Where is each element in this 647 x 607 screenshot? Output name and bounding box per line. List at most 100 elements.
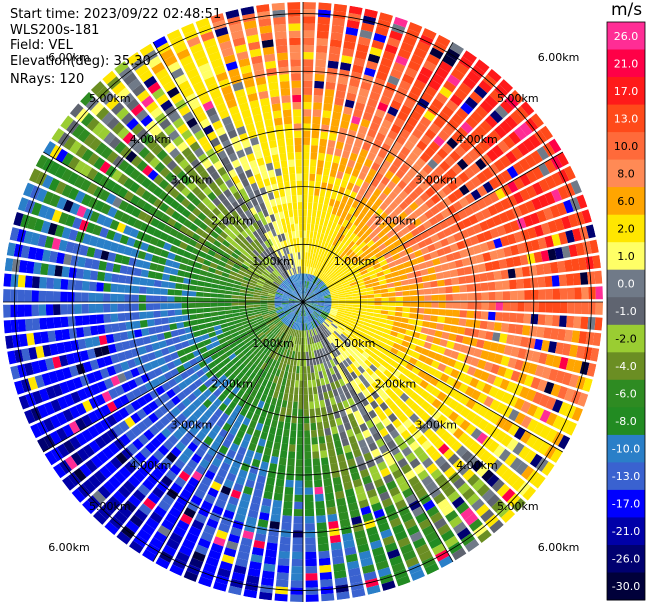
- range-gate: [416, 72, 430, 85]
- range-gate: [343, 143, 353, 153]
- range-gate: [146, 287, 154, 295]
- range-gate: [133, 219, 144, 230]
- range-gate: [355, 178, 364, 187]
- range-gate: [156, 239, 166, 249]
- range-gate: [373, 188, 382, 198]
- range-gate: [445, 253, 455, 262]
- range-gate: [258, 385, 266, 394]
- range-gate: [243, 337, 251, 344]
- range-gate: [164, 183, 175, 195]
- range-gate: [344, 310, 352, 315]
- range-gate: [287, 458, 295, 467]
- range-gate: [419, 192, 430, 202]
- range-gate: [528, 265, 538, 276]
- range-gate: [121, 255, 131, 265]
- range-gate: [158, 257, 167, 265]
- range-gate: [131, 303, 139, 311]
- range-gate: [285, 334, 291, 342]
- range-gate: [303, 151, 310, 160]
- range-gate: [124, 285, 133, 293]
- range-gate: [335, 314, 343, 320]
- range-gate: [283, 429, 290, 437]
- range-gate: [118, 466, 132, 479]
- range-gate: [245, 377, 253, 386]
- range-gate: [354, 529, 366, 540]
- range-gate: [488, 291, 496, 301]
- range-gate: [526, 418, 539, 432]
- range-gate: [318, 550, 330, 559]
- range-gate: [510, 110, 524, 125]
- range-gate: [97, 127, 111, 141]
- range-gate: [498, 448, 511, 462]
- range-gate: [328, 375, 334, 384]
- range-gate: [132, 489, 146, 502]
- range-gate: [319, 138, 328, 147]
- range-gate: [310, 415, 316, 424]
- range-gate: [237, 398, 246, 408]
- range-gate: [467, 473, 480, 487]
- range-gate: [316, 305, 324, 309]
- range-gate: [332, 349, 338, 358]
- range-gate: [90, 383, 101, 395]
- range-gate: [122, 480, 136, 494]
- range-gate: [125, 520, 140, 534]
- range-gate: [408, 212, 418, 222]
- range-gate: [201, 245, 210, 254]
- range-gate: [141, 190, 152, 201]
- range-gate: [179, 241, 188, 250]
- range-gate: [479, 220, 489, 232]
- range-gate: [369, 243, 378, 251]
- range-gate: [320, 406, 327, 415]
- range-gate: [263, 53, 276, 63]
- range-gate: [260, 300, 268, 302]
- range-gate: [371, 471, 382, 482]
- range-gate: [556, 202, 568, 216]
- range-gate: [213, 474, 225, 485]
- range-gate: [286, 465, 295, 474]
- range-gate: [360, 196, 369, 206]
- range-gate: [124, 403, 136, 415]
- range-gate: [327, 60, 339, 69]
- range-gate: [245, 516, 257, 526]
- range-gate: [188, 382, 198, 392]
- range-gate: [370, 203, 379, 213]
- range-gate: [375, 560, 390, 571]
- range-gate: [207, 235, 216, 244]
- range-gate: [350, 284, 359, 289]
- range-gate: [334, 348, 341, 356]
- range-gate: [365, 367, 374, 376]
- range-gate: [312, 451, 320, 459]
- range-gate: [488, 129, 502, 143]
- range-gate: [252, 325, 260, 331]
- range-gate: [452, 293, 461, 301]
- range-gate: [253, 347, 260, 356]
- range-gate: [54, 224, 65, 238]
- range-gate: [374, 302, 382, 306]
- range-gate: [279, 385, 286, 393]
- range-gate: [379, 573, 394, 585]
- range-gate: [493, 159, 506, 172]
- range-gate: [237, 551, 250, 561]
- range-gate: [361, 244, 370, 252]
- range-gate: [167, 378, 178, 388]
- range-gate: [24, 275, 33, 288]
- range-gate: [160, 427, 172, 439]
- range-gate: [310, 422, 317, 431]
- range-gate: [203, 379, 213, 388]
- range-gate: [369, 122, 380, 132]
- range-gate: [53, 278, 62, 290]
- range-gate: [364, 67, 376, 78]
- range-gate: [417, 369, 427, 379]
- range-gate: [338, 202, 346, 211]
- range-gate: [313, 195, 319, 204]
- range-gate: [592, 255, 601, 269]
- range-gate: [443, 227, 453, 237]
- range-gate: [359, 354, 367, 362]
- range-gate: [26, 261, 35, 274]
- range-gate: [112, 155, 124, 168]
- range-gate: [271, 103, 281, 112]
- range-gate: [240, 537, 253, 547]
- range-gate: [389, 266, 398, 273]
- range-gate: [154, 161, 166, 173]
- range-gate: [317, 280, 323, 287]
